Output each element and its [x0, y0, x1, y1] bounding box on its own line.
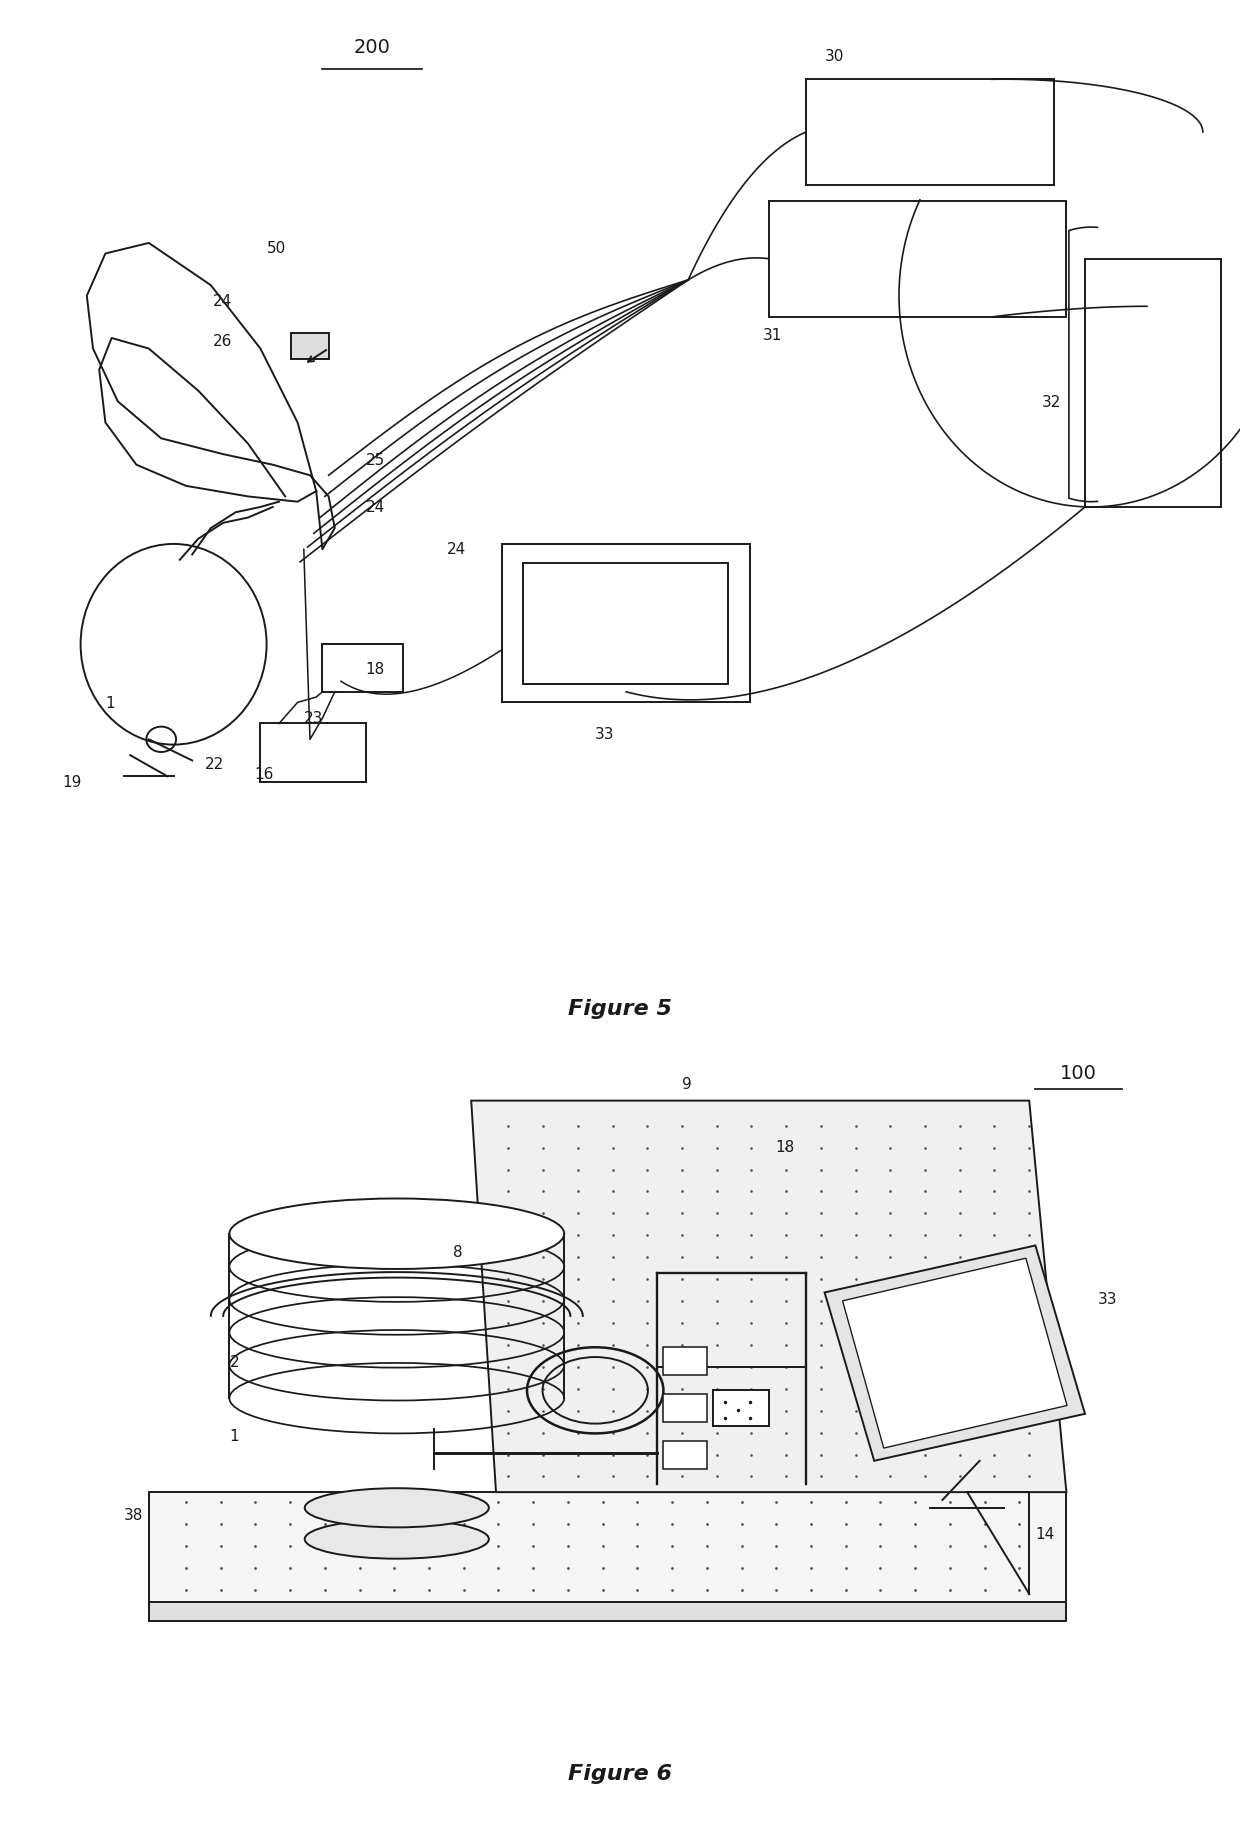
Text: 23: 23 [304, 712, 324, 727]
Bar [502, 544, 750, 703]
Bar [523, 563, 728, 685]
Text: 24: 24 [213, 295, 233, 310]
Bar [663, 1395, 707, 1422]
Polygon shape [149, 1491, 1066, 1602]
Text: 18: 18 [775, 1140, 795, 1155]
Bar [713, 1391, 769, 1426]
Ellipse shape [305, 1488, 489, 1528]
Text: 18: 18 [366, 661, 386, 677]
Text: 1: 1 [229, 1429, 239, 1444]
Ellipse shape [229, 1198, 564, 1269]
Text: 8: 8 [453, 1246, 463, 1260]
Text: 50: 50 [267, 242, 286, 257]
Text: 22: 22 [205, 758, 224, 772]
Bar [260, 723, 366, 781]
Text: 32: 32 [1042, 395, 1061, 410]
Text: 33: 33 [1097, 1293, 1117, 1307]
Text: 38: 38 [124, 1508, 144, 1522]
Text: Figure 5: Figure 5 [568, 998, 672, 1018]
Text: 14: 14 [1035, 1528, 1055, 1542]
Polygon shape [471, 1100, 1066, 1491]
Text: 33: 33 [595, 727, 615, 743]
Text: 16: 16 [254, 767, 274, 783]
Text: 19: 19 [62, 776, 82, 790]
Bar [663, 1348, 707, 1375]
Bar [291, 333, 329, 359]
Text: 100: 100 [1060, 1063, 1097, 1083]
Text: 25: 25 [366, 453, 386, 468]
Bar [1085, 259, 1221, 506]
Text: 31: 31 [763, 328, 782, 342]
Text: 26: 26 [213, 335, 233, 350]
Bar [663, 1440, 707, 1468]
Bar [806, 78, 1054, 186]
Bar [769, 200, 1066, 317]
Text: 9: 9 [682, 1076, 692, 1093]
Polygon shape [842, 1258, 1068, 1448]
Text: 30: 30 [825, 49, 844, 64]
Text: 24: 24 [446, 543, 466, 557]
Text: 2: 2 [229, 1355, 239, 1369]
Bar [322, 645, 403, 692]
Text: 1: 1 [105, 696, 115, 710]
Text: Figure 6: Figure 6 [568, 1765, 672, 1785]
Text: 200: 200 [353, 38, 391, 56]
Text: 24: 24 [366, 501, 386, 515]
Ellipse shape [305, 1519, 489, 1559]
Polygon shape [825, 1246, 1085, 1460]
